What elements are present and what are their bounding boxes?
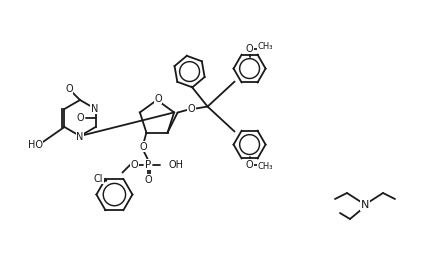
Text: O: O <box>77 113 84 123</box>
Text: N: N <box>91 104 98 114</box>
Text: Cl: Cl <box>94 174 103 184</box>
Text: O: O <box>145 175 152 185</box>
Text: O: O <box>154 94 162 104</box>
Text: HO: HO <box>28 140 43 150</box>
Text: N: N <box>76 132 84 142</box>
Text: N: N <box>361 200 369 210</box>
Text: O: O <box>246 159 253 169</box>
Text: O: O <box>130 159 138 169</box>
Text: O: O <box>188 104 195 114</box>
Text: P: P <box>145 159 152 169</box>
Text: O: O <box>246 44 253 54</box>
Text: CH₃: CH₃ <box>258 42 273 51</box>
Text: OH: OH <box>168 159 183 169</box>
Text: CH₃: CH₃ <box>258 162 273 171</box>
Text: O: O <box>65 84 73 94</box>
Text: O: O <box>140 142 147 152</box>
